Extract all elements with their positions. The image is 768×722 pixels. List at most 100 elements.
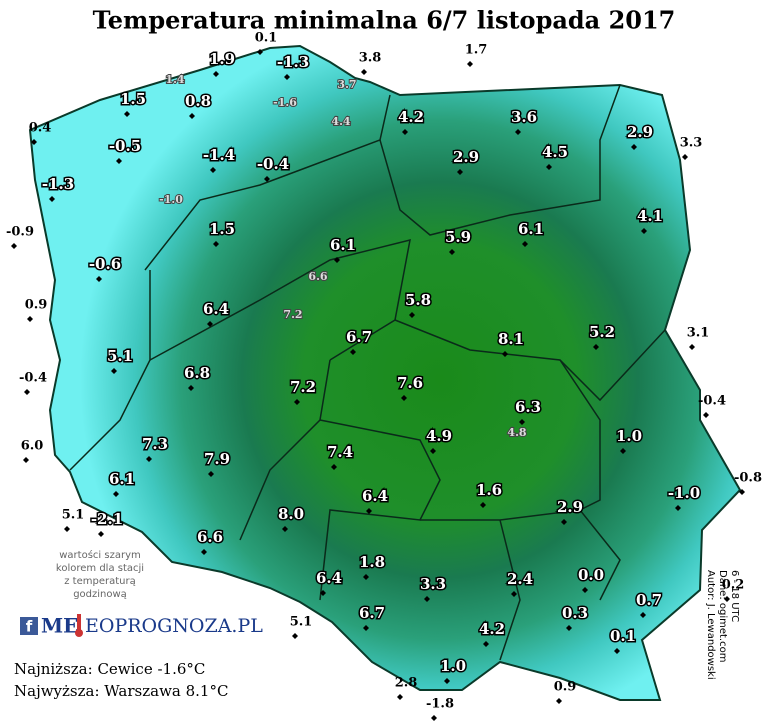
station-value: -0.5: [109, 137, 141, 155]
station-value: 7.2: [290, 378, 316, 396]
station-value: 6.7: [346, 328, 372, 346]
logo-thermometer: [77, 614, 81, 632]
station-dot: [511, 591, 517, 597]
station-dot: [11, 243, 17, 249]
station-value: -1.0: [668, 484, 700, 502]
credit-line: Dane: ogimet.com: [717, 570, 728, 662]
station-dot: [49, 196, 55, 202]
station-value: 1.6: [476, 481, 502, 499]
station-value: 3.3: [680, 136, 703, 151]
station-value: 4.4: [331, 115, 350, 128]
station-dot: [27, 316, 33, 322]
station-value: 6.8: [184, 364, 210, 382]
station-value: 5.9: [445, 228, 471, 246]
station-dot: [363, 574, 369, 580]
station-value: 2.8: [395, 676, 418, 691]
station-value: 7.4: [327, 443, 353, 461]
station-dot: [292, 633, 298, 639]
station-dot: [366, 508, 372, 514]
station-value: 4.8: [507, 426, 526, 439]
station-value: -2.1: [91, 510, 123, 528]
station-dot: [294, 399, 300, 405]
station-dot: [401, 395, 407, 401]
station-dot: [113, 491, 119, 497]
station-dot: [350, 349, 356, 355]
highest: Najwyższa: Warszawa 8.1°C: [14, 682, 228, 700]
logo: f ME EOPROGNOZA.PL: [20, 614, 263, 638]
station-dot: [431, 715, 437, 721]
station-value: 5.1: [290, 615, 313, 630]
station-value: 6.7: [359, 604, 385, 622]
station-value: 2.9: [627, 123, 653, 141]
station-dot: [515, 129, 521, 135]
station-dot: [483, 641, 489, 647]
station-value: 1.7: [465, 43, 488, 58]
station-value: -1.0: [159, 193, 183, 206]
station-value: -0.4: [698, 394, 726, 409]
station-value: 1.9: [209, 50, 235, 68]
credit-line: 6 - 18 UTC: [729, 570, 740, 622]
station-value: 1.5: [120, 90, 146, 108]
station-value: 6.3: [515, 398, 541, 416]
station-dot: [213, 71, 219, 77]
station-dot: [64, 526, 70, 532]
country-shape: [28, 44, 742, 701]
station-value: 7.3: [142, 435, 168, 453]
station-value: 5.2: [589, 323, 615, 341]
station-dot: [189, 113, 195, 119]
station-dot: [444, 678, 450, 684]
station-dot: [282, 526, 288, 532]
station-value: -0.4: [19, 371, 47, 386]
station-dot: [124, 111, 130, 117]
station-value: 3.8: [359, 51, 382, 66]
station-dot: [264, 176, 270, 182]
station-value: 2.9: [557, 498, 583, 516]
station-dot: [24, 389, 30, 395]
station-dot: [561, 519, 567, 525]
station-value: 2.9: [453, 148, 479, 166]
station-dot: [98, 531, 104, 537]
station-value: 8.0: [278, 505, 304, 523]
station-value: 0.2: [722, 578, 745, 593]
station-value: 0.7: [636, 591, 662, 609]
note: wartości szarym kolorem dla stacji z tempe…: [56, 549, 144, 600]
credits: Autor: J. Lewandowski Dane: ogimet.com 6 -…: [705, 570, 740, 680]
note-line: z temperaturą: [64, 576, 135, 587]
station-value: 3.3: [420, 575, 446, 593]
station-dot: [566, 625, 572, 631]
station-value: -0.6: [89, 255, 121, 273]
station-value: 4.2: [479, 620, 505, 638]
note-line: kolorem dla stacji: [56, 563, 144, 574]
lowest: Najniższa: Cewice -1.6°C: [14, 660, 205, 678]
station-value: 6.4: [203, 300, 229, 318]
station-value: -1.3: [277, 53, 309, 71]
station-value: 5.1: [107, 347, 133, 365]
station-dot: [724, 596, 730, 602]
station-dot: [331, 464, 337, 470]
station-value: 3.1: [687, 326, 710, 341]
station-value: 6.0: [21, 439, 44, 454]
station-value: 4.2: [398, 108, 424, 126]
region-borders: [69, 84, 666, 661]
logo-suffix: EOPROGNOZA.PL: [85, 615, 263, 637]
station-value: 6.1: [109, 470, 135, 488]
station-dot: [334, 257, 340, 263]
station-dot: [284, 74, 290, 80]
station-dot: [409, 312, 415, 318]
station-dot: [424, 596, 430, 602]
station-value: 4.9: [426, 427, 452, 445]
station-value: 1.4: [165, 73, 184, 86]
station-value: -0.9: [6, 225, 34, 240]
station-dot: [207, 321, 213, 327]
station-value: 3.7: [337, 78, 356, 91]
station-dot: [213, 241, 219, 247]
station-value: 6.6: [197, 528, 223, 546]
station-value: 5.8: [405, 291, 431, 309]
station-value: 6.1: [518, 220, 544, 238]
logo-thermometer-bulb: [75, 629, 83, 637]
station-dot: [201, 549, 207, 555]
station-dot: [257, 49, 263, 55]
station-dot: [361, 69, 367, 75]
station-value: 0.9: [554, 680, 577, 695]
station-value: 0.3: [562, 604, 588, 622]
